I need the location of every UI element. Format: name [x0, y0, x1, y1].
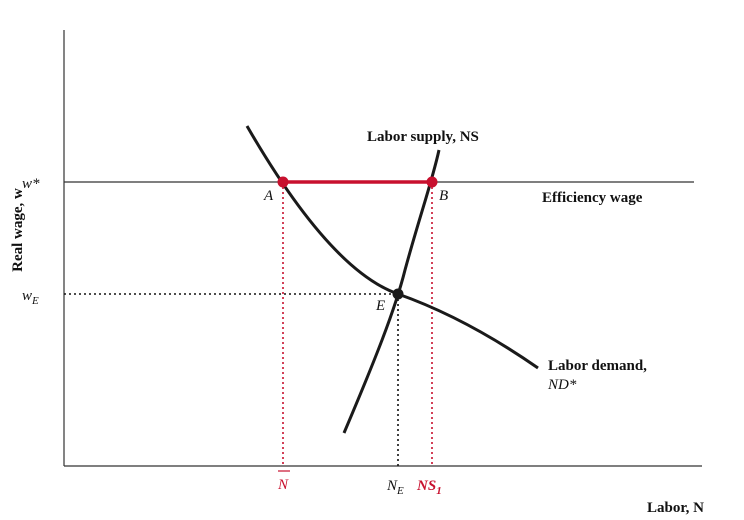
n-e-label: NE	[386, 478, 404, 497]
n-bar-label: N	[277, 470, 290, 493]
efficiency-wage-label: Efficiency wage	[542, 190, 643, 206]
w-star-label: w*	[22, 176, 40, 192]
ns1-label: NS1	[416, 478, 442, 497]
point-b-dot	[426, 176, 438, 188]
labor-demand-label-line2: ND*	[547, 377, 577, 393]
point-e-dot	[392, 288, 404, 300]
point-a-dot	[277, 176, 289, 188]
w-e-label: wE	[22, 288, 39, 307]
point-a-label: A	[263, 188, 274, 204]
labor-demand-curve	[245, 125, 539, 370]
labor-supply-label: Labor supply, NS	[367, 129, 479, 145]
point-b-label: B	[439, 188, 448, 204]
svg-text:N: N	[277, 477, 289, 493]
point-e-label: E	[375, 298, 385, 314]
labor-demand-label-line1: Labor demand,	[548, 358, 647, 374]
x-axis-label: Labor, N	[647, 500, 704, 516]
y-axis-label: Real wage, w	[10, 188, 26, 272]
